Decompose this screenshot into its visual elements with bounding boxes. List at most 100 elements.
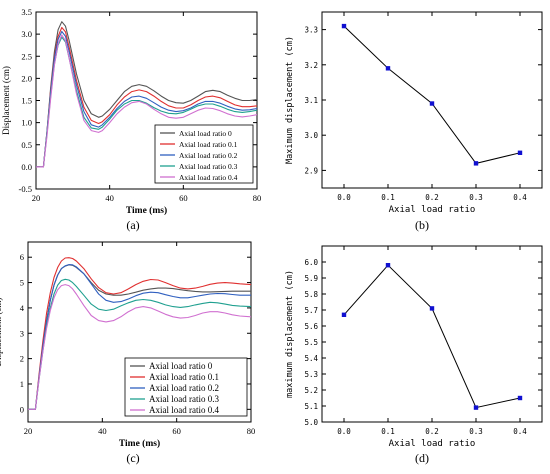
x-tick-label: 0.4: [513, 193, 527, 202]
y-tick-label: 5.9: [304, 274, 318, 283]
x-tick-label: 0.3: [469, 427, 483, 436]
x-tick-label: 40: [98, 426, 107, 436]
x-tick-label: 80: [253, 193, 262, 203]
x-tick-label: 40: [105, 193, 114, 203]
legend-entry-1: Axial load ratio 0.1: [149, 372, 219, 382]
data-point: [385, 66, 391, 71]
y-tick-label: 3.5: [21, 7, 32, 17]
legend-entry-3: Axial load ratio 0.3: [179, 162, 238, 171]
chart-panel-c: 20 40 60 80 0 1 2 3 4 5 6 Time (ms) Displacement (cm…: [0, 241, 256, 465]
y-tick-label: 5: [20, 278, 24, 288]
y-axis-label: Displacement (cm): [1, 66, 11, 135]
legend-box: [124, 357, 248, 417]
series-line-4: [28, 284, 252, 410]
panel-label: (d): [415, 451, 429, 465]
y-tick-label: 1: [20, 379, 24, 389]
legend-entry-0: Axial load ratio 0: [149, 361, 213, 371]
legend-entry-4: Axial load ratio 0.4: [149, 405, 219, 415]
y-tick-label: 2: [20, 354, 24, 364]
y-tick-label: 2.9: [304, 166, 318, 175]
data-point: [473, 405, 479, 410]
y-tick-label: -0.5: [19, 184, 32, 194]
y-tick-label: 5.7: [304, 306, 318, 315]
plot-frame: [321, 245, 543, 423]
series-line-3: [28, 278, 252, 410]
y-tick-label: 5.6: [304, 322, 318, 331]
panel-label: (c): [126, 451, 139, 465]
y-axis-label: Displacement (cm): [0, 298, 3, 367]
chart-panel-d: 0.0 0.1 0.2 0.3 0.4 5.0 5.1 5.2 5.3 5.4 5.5 5.6 5.7 5…: [285, 245, 543, 465]
plot-frame: [321, 11, 543, 189]
data-point: [517, 150, 523, 155]
series-line-2: [36, 30, 258, 168]
data-point: [341, 23, 347, 29]
y-tick-label: 5.1: [304, 402, 318, 411]
x-tick-label: 0.2: [425, 193, 439, 202]
data-point: [517, 395, 523, 401]
y-tick-label: 0.5: [21, 140, 32, 150]
x-tick-label: 0.3: [469, 193, 483, 202]
y-tick-label: 1.5: [21, 96, 32, 106]
series-line-1: [36, 26, 258, 168]
data-point: [429, 306, 435, 311]
y-tick-label: 5.0: [304, 418, 318, 427]
x-tick-label: 80: [247, 426, 256, 436]
data-line: [343, 264, 521, 409]
y-tick-label: 3.0: [21, 29, 32, 39]
y-tick-label: 0.0: [21, 162, 32, 172]
x-axis-label: Time (ms): [126, 205, 167, 216]
plot-frame: [27, 241, 252, 423]
x-tick-label: 0.0: [337, 193, 351, 202]
x-axis-label: Axial load ratio: [389, 439, 476, 449]
panel-label: (a): [126, 218, 139, 232]
series-line-4: [36, 34, 258, 168]
y-tick-label: 3.0: [304, 131, 318, 140]
chart-panel-b: 0.0 0.1 0.2 0.3 0.4 2.9 3.0 3.1 3.2 3.3 Axial load…: [285, 11, 543, 232]
y-tick-label: 2.0: [21, 73, 32, 83]
y-tick-label: 1.0: [21, 118, 32, 128]
x-tick-label: 20: [24, 426, 33, 436]
y-tick-label: 5.8: [304, 290, 318, 299]
series-line-1: [28, 257, 252, 410]
x-tick-label: 0.0: [337, 427, 351, 436]
x-tick-label: 0.2: [425, 427, 439, 436]
panel-label: (b): [415, 218, 429, 232]
legend-entry-1: Axial load ratio 0.1: [179, 140, 238, 149]
data-point: [473, 161, 479, 166]
x-axis-label: Axial load ratio: [389, 205, 476, 215]
y-tick-label: 5.3: [304, 370, 318, 379]
x-tick-label: 0.4: [513, 427, 527, 436]
data-point: [385, 263, 391, 268]
chart-panel-a: 20 40 60 80 -0.5 0.0 0.5 1.0 1.5 2.0 2.5 3.0 3.5 Time…: [1, 7, 261, 232]
legend-entry-0: Axial load ratio 0: [179, 129, 232, 138]
y-axis-label: Maximum displacement (cm): [285, 36, 295, 164]
y-tick-label: 3.2: [304, 61, 318, 70]
legend-entry-4: Axial load ratio 0.4: [179, 173, 238, 182]
legend-box: [154, 124, 254, 184]
legend-entry-2: Axial load ratio 0.2: [149, 383, 219, 393]
y-tick-label: 4: [20, 303, 25, 313]
y-tick-label: 2.5: [21, 51, 32, 61]
series-line-0: [36, 21, 258, 168]
x-axis-label: Time (ms): [119, 438, 160, 449]
x-tick-label: 60: [179, 193, 188, 203]
y-tick-label: 3: [20, 328, 24, 338]
y-tick-label: 6.0: [304, 258, 318, 267]
legend-entry-2: Axial load ratio 0.2: [179, 151, 238, 160]
y-tick-label: 3.1: [304, 96, 318, 105]
data-line: [343, 25, 521, 164]
x-tick-label: 0.1: [381, 193, 395, 202]
data-point: [429, 101, 435, 106]
y-tick-label: 3.3: [304, 26, 318, 35]
series-line-3: [36, 36, 258, 168]
x-tick-label: 0.1: [381, 427, 395, 436]
legend-entry-3: Axial load ratio 0.3: [149, 394, 219, 404]
y-tick-label: 5.4: [304, 354, 318, 363]
y-tick-label: 6: [20, 252, 24, 262]
x-tick-label: 20: [32, 193, 41, 203]
data-point: [341, 312, 347, 317]
y-tick-label: 5.5: [304, 338, 318, 347]
y-tick-label: 0: [20, 404, 24, 414]
x-tick-label: 60: [172, 426, 181, 436]
